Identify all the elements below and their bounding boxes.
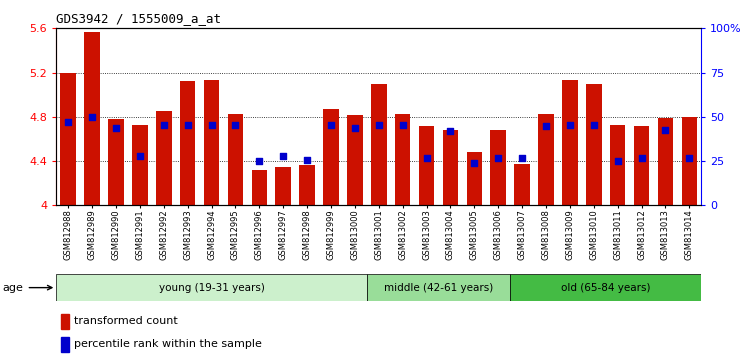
- Bar: [658, 118, 674, 205]
- Text: GDS3942 / 1555009_a_at: GDS3942 / 1555009_a_at: [56, 12, 221, 25]
- Point: [588, 122, 600, 127]
- Bar: [323, 109, 339, 205]
- Point: [612, 158, 624, 164]
- Bar: [466, 152, 482, 205]
- Bar: [299, 165, 315, 205]
- Bar: [347, 115, 363, 205]
- Bar: [419, 126, 434, 205]
- Point: [349, 125, 361, 131]
- Point: [397, 122, 409, 127]
- Point: [492, 155, 504, 161]
- Bar: [395, 114, 410, 205]
- Bar: [156, 111, 172, 205]
- Bar: [132, 125, 148, 205]
- Point: [62, 120, 74, 125]
- Bar: [180, 81, 196, 205]
- Point: [325, 122, 337, 127]
- Bar: [84, 32, 100, 205]
- Bar: [56, 274, 367, 301]
- Bar: [634, 126, 650, 205]
- Point: [540, 123, 552, 129]
- Text: young (19-31 years): young (19-31 years): [158, 282, 265, 293]
- Bar: [251, 170, 267, 205]
- Bar: [62, 314, 69, 329]
- Bar: [562, 80, 578, 205]
- Bar: [510, 274, 701, 301]
- Bar: [108, 119, 124, 205]
- Point: [110, 125, 122, 131]
- Point: [373, 122, 385, 127]
- Text: old (65-84 years): old (65-84 years): [561, 282, 650, 293]
- Bar: [610, 125, 626, 205]
- Bar: [442, 130, 458, 205]
- Bar: [228, 114, 243, 205]
- Bar: [586, 84, 602, 205]
- Point: [516, 155, 528, 161]
- Bar: [538, 114, 554, 205]
- Bar: [61, 73, 76, 205]
- Point: [635, 155, 647, 161]
- Text: percentile rank within the sample: percentile rank within the sample: [74, 339, 262, 349]
- Point: [445, 129, 457, 134]
- Point: [182, 122, 194, 127]
- Bar: [62, 337, 69, 352]
- Point: [158, 122, 170, 127]
- Point: [468, 160, 480, 166]
- Bar: [367, 274, 510, 301]
- Text: transformed count: transformed count: [74, 316, 178, 326]
- Point: [230, 122, 242, 127]
- Text: age: age: [3, 282, 52, 293]
- Bar: [371, 84, 386, 205]
- Point: [659, 127, 671, 133]
- Point: [683, 155, 695, 161]
- Bar: [514, 164, 529, 205]
- Point: [278, 153, 290, 158]
- Point: [564, 122, 576, 127]
- Bar: [204, 80, 219, 205]
- Point: [301, 157, 313, 163]
- Point: [134, 153, 146, 158]
- Point: [86, 114, 98, 120]
- Point: [254, 158, 266, 164]
- Bar: [682, 117, 697, 205]
- Bar: [490, 130, 506, 205]
- Point: [421, 155, 433, 161]
- Text: middle (42-61 years): middle (42-61 years): [384, 282, 493, 293]
- Bar: [275, 167, 291, 205]
- Point: [206, 122, 218, 127]
